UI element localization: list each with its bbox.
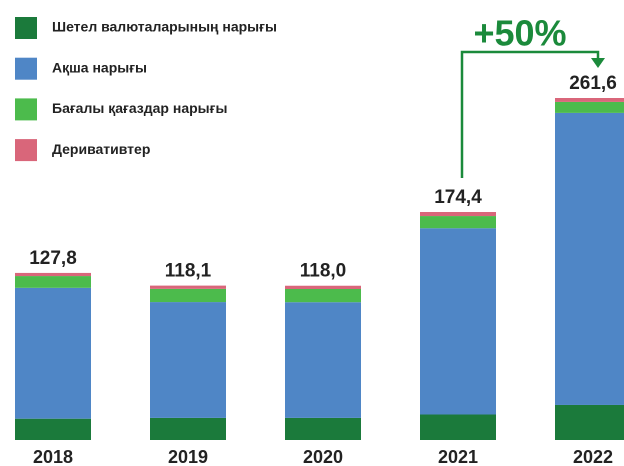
bar-segment (15, 287, 91, 419)
bar-segment (15, 418, 91, 440)
bar-segment (555, 101, 624, 113)
total-label: 118,1 (165, 261, 212, 282)
bar-segment (420, 414, 496, 440)
legend-swatch (15, 98, 37, 121)
bar-segment (15, 276, 91, 288)
bar-segment (150, 417, 226, 440)
bar-segment (15, 272, 91, 277)
bar-segment (555, 98, 624, 102)
bar-segment (150, 302, 226, 418)
legend-swatch (15, 17, 37, 39)
bar-segment (285, 302, 361, 418)
x-tick-label: 2020 (303, 447, 343, 466)
growth-annotation: +50% (473, 13, 566, 54)
bar-segment (420, 212, 496, 217)
total-label: 118,0 (300, 261, 347, 282)
x-tick-label: 2022 (573, 447, 613, 466)
total-label: 174,4 (434, 187, 482, 208)
x-tick-label: 2019 (168, 447, 208, 466)
bar-segment (420, 228, 496, 415)
legend-label: Деривативтер (52, 141, 150, 157)
arrow-head (591, 58, 605, 68)
x-tick-label: 2018 (33, 447, 73, 466)
bar-segment (420, 216, 496, 229)
x-tick-label: 2021 (438, 447, 478, 466)
legend-swatch (15, 57, 37, 80)
growth-arrow (460, 50, 600, 178)
total-label: 127,8 (29, 248, 77, 269)
bar-segment (555, 404, 624, 440)
bar-segment (285, 289, 361, 303)
bar-segment (555, 112, 624, 405)
legend-label: Шетел валюталарының нарығы (52, 19, 277, 35)
legend-swatch (15, 139, 37, 162)
bar-segment (285, 417, 361, 440)
bar-segment (150, 288, 226, 303)
legend-label: Бағалы қағаздар нарығы (52, 100, 227, 116)
bar-segment (285, 285, 361, 290)
bar-segment (150, 285, 226, 289)
legend-label: Ақша нарығы (52, 59, 147, 75)
total-label: 261,6 (569, 73, 617, 94)
